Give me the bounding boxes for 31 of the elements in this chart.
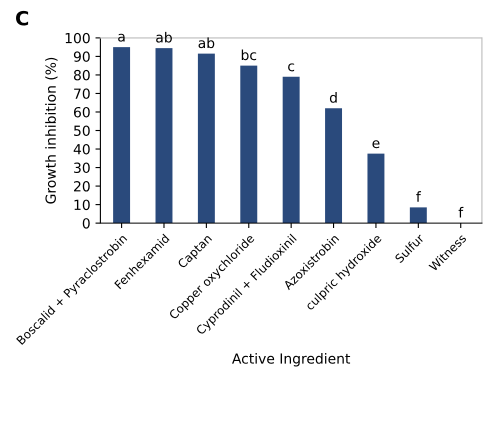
y-tick-label: 40 [74, 144, 90, 155]
annotation: bc [242, 49, 256, 60]
y-tick-label: 0 [82, 218, 90, 229]
y-tick-label: 30 [74, 162, 90, 174]
y-axis-title: Growth inhibition (%) [45, 58, 58, 204]
y-tick-label: 70 [74, 88, 90, 99]
annotation: a [118, 34, 125, 42]
annotation: ab [198, 37, 214, 48]
bar [240, 66, 258, 224]
bar [367, 154, 384, 224]
bar [410, 207, 427, 224]
annotation: f [416, 191, 422, 202]
bar [282, 76, 300, 224]
bar [325, 108, 342, 224]
bar [113, 47, 130, 224]
y-tick-label: 90 [74, 51, 90, 62]
y-tick-label: 80 [74, 70, 90, 80]
y-tick-label: 10 [74, 200, 90, 210]
annotation: f [458, 206, 464, 218]
bar [198, 54, 215, 224]
y-tick-label: 50 [74, 125, 90, 136]
x-axis-title: Active Ingredient [232, 353, 350, 366]
y-tick-label: 20 [74, 181, 90, 192]
annotation: ab [156, 32, 172, 43]
bar [156, 48, 172, 224]
y-tick-label: 100 [66, 32, 90, 44]
annotation: c [288, 63, 294, 72]
annotation: e [372, 140, 380, 148]
y-tick-label: 60 [74, 106, 90, 118]
annotation: d [330, 92, 337, 103]
chart-title: C [16, 10, 28, 26]
